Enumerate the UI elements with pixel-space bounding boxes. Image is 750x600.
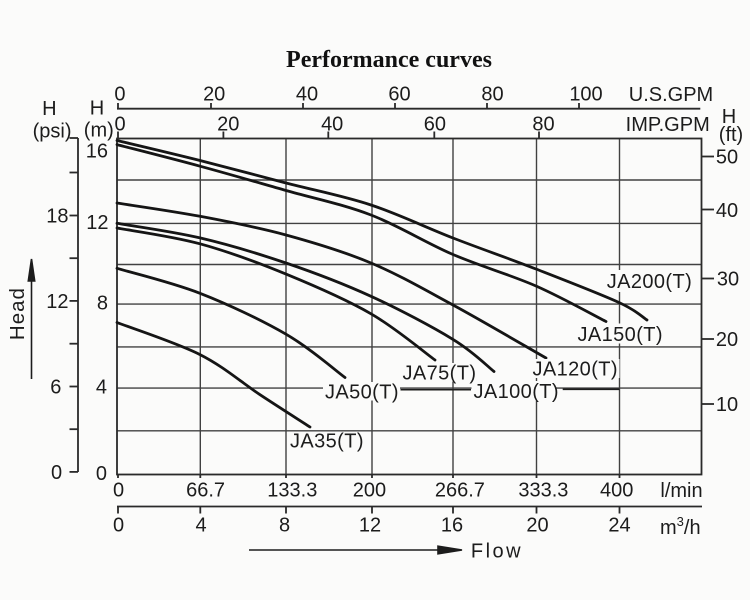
svg-text:JA200(T): JA200(T) bbox=[607, 271, 692, 293]
svg-text:66.7: 66.7 bbox=[186, 480, 225, 502]
svg-text:10: 10 bbox=[716, 394, 738, 416]
svg-text:60: 60 bbox=[424, 114, 446, 136]
svg-text:400: 400 bbox=[600, 480, 633, 502]
svg-text:16: 16 bbox=[86, 141, 108, 163]
svg-text:30: 30 bbox=[717, 269, 739, 291]
svg-text:Performance curves: Performance curves bbox=[286, 47, 492, 73]
svg-text:4: 4 bbox=[96, 377, 107, 399]
svg-text:333.3: 333.3 bbox=[518, 480, 568, 502]
svg-text:JA50(T): JA50(T) bbox=[325, 382, 399, 404]
svg-text:l/min: l/min bbox=[660, 480, 702, 502]
svg-text:80: 80 bbox=[532, 114, 554, 136]
svg-text:Flow: Flow bbox=[471, 541, 523, 563]
svg-text:24: 24 bbox=[608, 515, 630, 537]
svg-text:(psi): (psi) bbox=[33, 121, 72, 143]
svg-text:JA120(T): JA120(T) bbox=[533, 359, 618, 381]
svg-text:0: 0 bbox=[51, 462, 62, 484]
svg-text:m3/h: m3/h bbox=[660, 514, 701, 539]
svg-text:JA75(T): JA75(T) bbox=[403, 362, 477, 384]
svg-text:IMP.GPM: IMP.GPM bbox=[626, 114, 710, 136]
svg-text:12: 12 bbox=[359, 515, 381, 537]
svg-text:80: 80 bbox=[481, 84, 503, 106]
svg-text:133.3: 133.3 bbox=[267, 480, 317, 502]
svg-text:40: 40 bbox=[296, 84, 318, 106]
svg-text:12: 12 bbox=[86, 212, 108, 234]
svg-text:40: 40 bbox=[716, 200, 738, 222]
svg-text:266.7: 266.7 bbox=[435, 480, 485, 502]
svg-text:4: 4 bbox=[195, 515, 206, 537]
svg-text:20: 20 bbox=[526, 515, 548, 537]
svg-text:(m): (m) bbox=[84, 120, 114, 142]
svg-text:0: 0 bbox=[96, 463, 107, 485]
svg-text:JA35(T): JA35(T) bbox=[290, 431, 364, 453]
svg-text:20: 20 bbox=[217, 114, 239, 136]
svg-text:200: 200 bbox=[353, 480, 386, 502]
svg-text:JA150(T): JA150(T) bbox=[578, 324, 663, 346]
svg-text:JA100(T): JA100(T) bbox=[474, 381, 559, 403]
svg-text:20: 20 bbox=[203, 84, 225, 106]
svg-text:20: 20 bbox=[716, 329, 738, 351]
svg-text:H: H bbox=[90, 98, 104, 120]
svg-text:H: H bbox=[722, 106, 736, 128]
svg-text:16: 16 bbox=[441, 515, 463, 537]
svg-text:40: 40 bbox=[321, 114, 343, 136]
svg-text:0: 0 bbox=[113, 515, 124, 537]
svg-text:100: 100 bbox=[569, 84, 602, 106]
svg-text:U.S.GPM: U.S.GPM bbox=[629, 84, 713, 106]
svg-text:0: 0 bbox=[114, 84, 125, 106]
svg-text:6: 6 bbox=[50, 377, 61, 399]
svg-text:8: 8 bbox=[97, 293, 108, 315]
svg-text:50: 50 bbox=[716, 147, 738, 169]
svg-text:H: H bbox=[42, 98, 56, 120]
svg-text:60: 60 bbox=[388, 84, 410, 106]
svg-text:18: 18 bbox=[46, 206, 68, 228]
svg-text:Head: Head bbox=[6, 287, 29, 340]
svg-text:0: 0 bbox=[113, 480, 124, 502]
svg-text:12: 12 bbox=[46, 291, 68, 313]
svg-text:0: 0 bbox=[114, 114, 125, 136]
svg-text:(ft): (ft) bbox=[719, 124, 743, 146]
svg-text:8: 8 bbox=[279, 515, 290, 537]
